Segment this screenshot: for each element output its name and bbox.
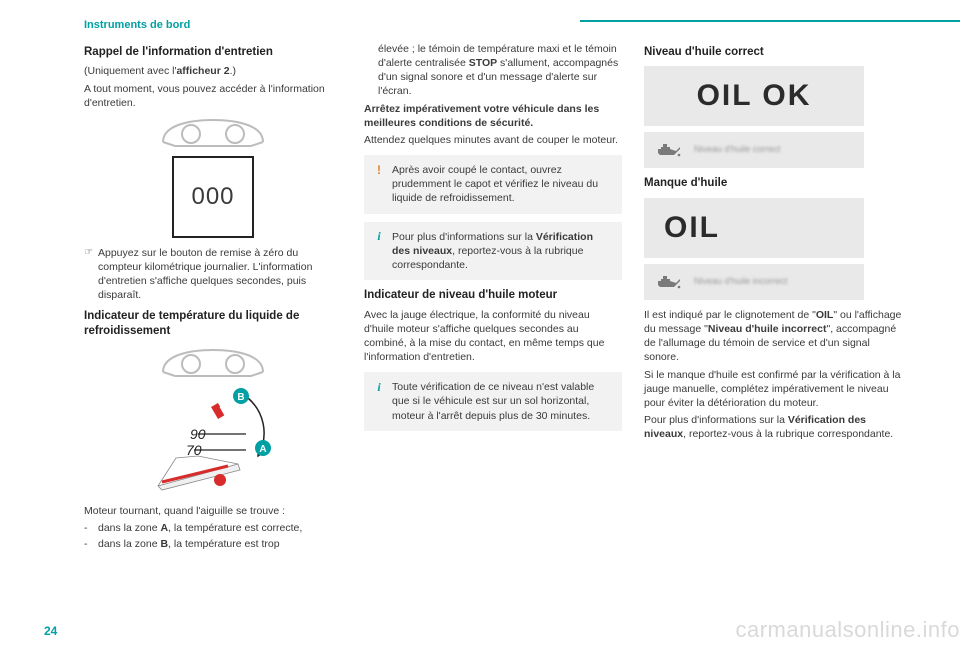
cluster-outline-icon xyxy=(153,116,273,148)
rappel-li1: Appuyez sur le bouton de remise à zéro d… xyxy=(84,246,342,303)
page-number: 24 xyxy=(44,623,57,639)
oil-lack-p1: Il est indiqué par le clignotement de "O… xyxy=(644,308,902,365)
rappel-note-tail: .) xyxy=(230,65,236,77)
info-box-oil-check: i Toute vérification de ce niveau n'est … xyxy=(364,372,622,431)
header-accent-bar xyxy=(580,20,960,22)
temp-li-b: dans la zone B, la température est trop xyxy=(84,537,342,551)
warning-box-coolant: ! Après avoir coupé le contact, ouvrez p… xyxy=(364,155,622,214)
column-1: Rappel de l'information d'entretien (Uni… xyxy=(84,39,342,553)
heading-temperature: Indicateur de température du liquide de … xyxy=(84,309,342,340)
zone-a-label: A xyxy=(259,444,266,455)
svg-text:90: 90 xyxy=(190,426,206,442)
oilcan-icon-2 xyxy=(656,273,682,291)
oil-lack-p3: Pour plus d'informations sur la Vérifica… xyxy=(644,413,902,441)
info-icon: i xyxy=(372,230,386,244)
temp-li-a: dans la zone A, la température est corre… xyxy=(84,521,342,535)
watermark: carmanualsonline.info xyxy=(735,615,960,645)
heading-oil-ok: Niveau d'huile correct xyxy=(644,45,902,61)
oil-lack-display: OIL xyxy=(644,198,864,258)
temp-wait: Attendez quelques minutes avant de coupe… xyxy=(364,133,622,147)
heading-oil-indicator: Indicateur de niveau d'huile moteur xyxy=(364,288,622,304)
oil-lack-sub: Niveau d'huile incorrect xyxy=(644,264,864,300)
rappel-note: (Uniquement avec l'afficheur 2.) xyxy=(84,64,342,78)
temp-stop-bold: Arrêtez impérativement votre véhicule da… xyxy=(364,102,622,130)
info-text-2: Toute vérification de ce niveau n'est va… xyxy=(392,381,594,421)
rappel-p1: A tout moment, vous pouvez accéder à l'i… xyxy=(84,82,342,110)
oil-indicator-p1: Avec la jauge électrique, la conformité … xyxy=(364,308,622,365)
oil-lack-text: OIL xyxy=(664,208,720,249)
cluster-outline-icon-2 xyxy=(153,346,273,378)
oil-lack-subtext: Niveau d'huile incorrect xyxy=(694,277,787,287)
svg-text:70: 70 xyxy=(186,442,202,458)
heading-oil-lack: Manque d'huile xyxy=(644,176,902,192)
rappel-note-a: (Uniquement avec l' xyxy=(84,65,176,77)
warning-text: Après avoir coupé le contact, ouvrez pru… xyxy=(392,164,598,204)
zone-b-label: B xyxy=(237,392,244,403)
rappel-note-bold: afficheur 2 xyxy=(176,65,229,77)
temp-list: dans la zone A, la température est corre… xyxy=(84,521,342,551)
figure-counter: 000 xyxy=(118,116,308,238)
oil-lack-p2: Si le manque d'huile est confirmé par la… xyxy=(644,368,902,411)
rappel-list: Appuyez sur le bouton de remise à zéro d… xyxy=(84,246,342,303)
oil-ok-subtext: Niveau d'huile correct xyxy=(694,145,780,155)
column-3: Niveau d'huile correct OIL OK Niveau d'h… xyxy=(644,39,902,553)
oil-ok-sub: Niveau d'huile correct xyxy=(644,132,864,168)
temperature-gauge: B A 90 70 xyxy=(128,386,298,496)
column-2: élevée ; le témoin de température maxi e… xyxy=(364,39,622,553)
oilcan-icon xyxy=(656,141,682,159)
info-icon-2: i xyxy=(372,380,386,394)
page: Instruments de bord Rappel de l'informat… xyxy=(0,0,960,649)
warning-icon: ! xyxy=(372,163,386,177)
temp-caption: Moteur tournant, quand l'aiguille se tro… xyxy=(84,504,342,518)
counter-display: 000 xyxy=(172,156,254,238)
figure-gauge: B A 90 70 xyxy=(118,346,308,496)
columns: Rappel de l'information d'entretien (Uni… xyxy=(84,39,918,553)
heading-rappel: Rappel de l'information d'entretien xyxy=(84,45,342,61)
temp-continuation: élevée ; le témoin de température maxi e… xyxy=(364,42,622,99)
oil-ok-text: OIL OK xyxy=(697,76,812,117)
counter-value: 000 xyxy=(191,181,234,213)
oil-ok-display: OIL OK xyxy=(644,66,864,126)
info-box-levels: i Pour plus d'informations sur la Vérifi… xyxy=(364,222,622,281)
